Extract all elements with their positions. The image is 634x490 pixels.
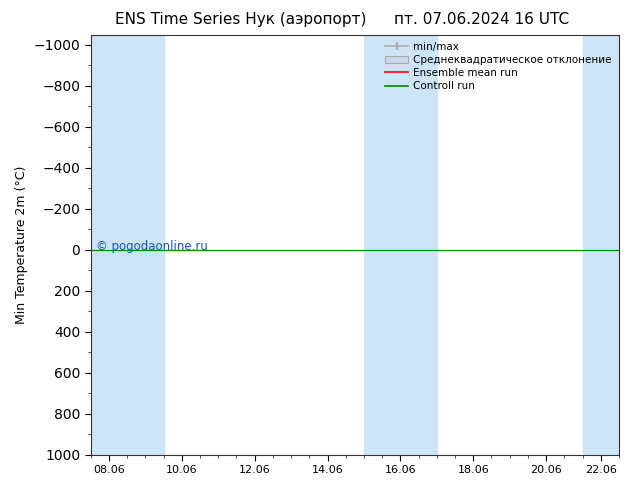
Text: ENS Time Series Нук (аэропорт): ENS Time Series Нук (аэропорт) xyxy=(115,12,366,27)
Bar xyxy=(91,35,164,455)
Bar xyxy=(583,35,619,455)
Y-axis label: Min Temperature 2m (°C): Min Temperature 2m (°C) xyxy=(15,166,28,324)
Legend: min/max, Среднеквадратическое отклонение, Ensemble mean run, Controll run: min/max, Среднеквадратическое отклонение… xyxy=(381,38,616,96)
Text: © pogodaonline.ru: © pogodaonline.ru xyxy=(96,240,208,252)
Bar xyxy=(364,35,437,455)
Text: пт. 07.06.2024 16 UTC: пт. 07.06.2024 16 UTC xyxy=(394,12,569,27)
